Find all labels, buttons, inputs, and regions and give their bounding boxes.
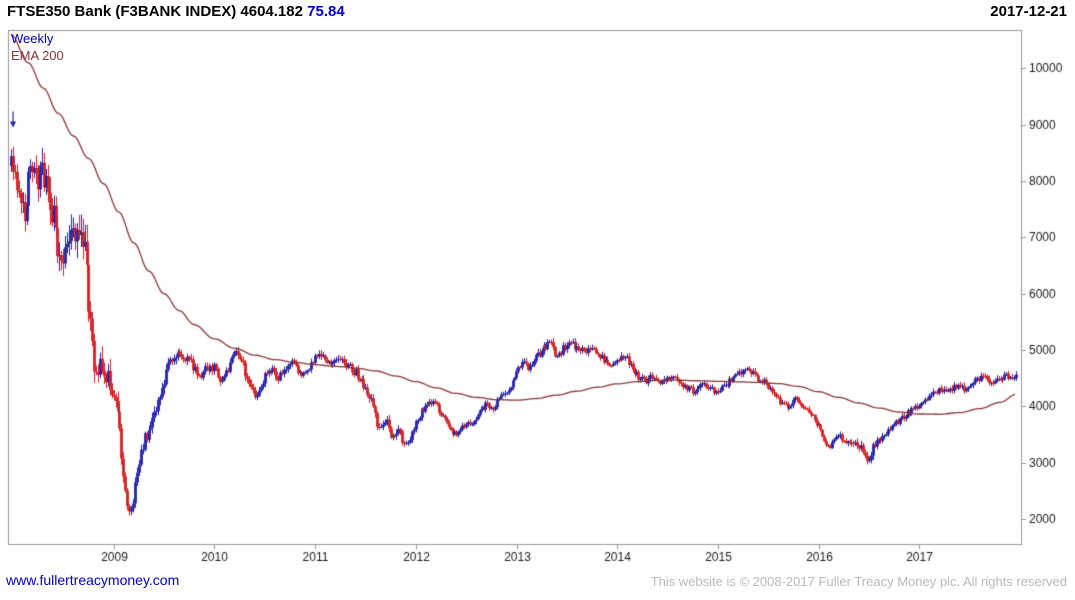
legend-weekly: Weekly xyxy=(11,31,54,46)
site-link[interactable]: www.fullertreacymoney.com xyxy=(6,572,180,588)
legend-ema-200: EMA 200 xyxy=(11,48,64,63)
copyright-text: This website is © 2008-2017 Fuller Treac… xyxy=(650,574,1067,589)
